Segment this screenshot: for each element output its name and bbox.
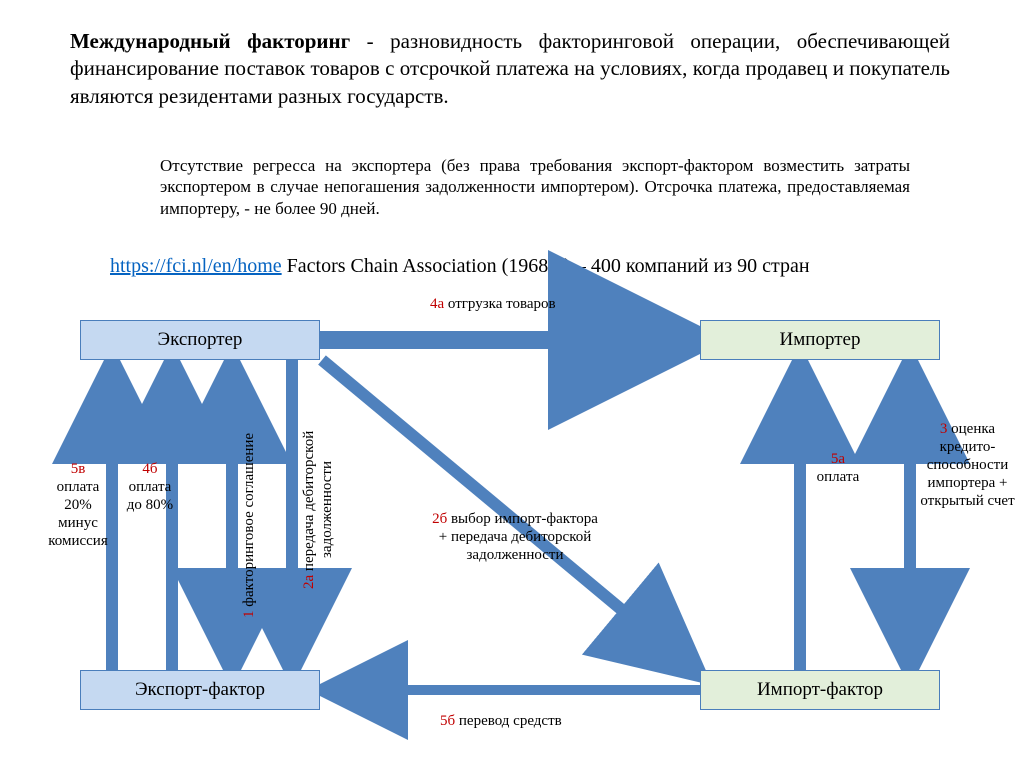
node-exporter-label: Экспортер [158, 329, 243, 351]
node-import-factor-label: Импорт-фактор [757, 679, 883, 701]
label-1: 1 факторинговое соглашение [240, 430, 258, 620]
node-export-factor-label: Экспорт-фактор [135, 679, 265, 701]
node-importer-label: Импортер [780, 329, 861, 351]
label-4a: 4а отгрузка товаров [430, 295, 556, 313]
node-exporter: Экспортер [80, 320, 320, 360]
label-2b: 2б выбор импорт-фактора + передача дебит… [430, 510, 600, 564]
node-importer: Импортер [700, 320, 940, 360]
factoring-diagram: Экспортер Импортер Экспорт-фактор Импорт… [0, 0, 1024, 767]
diagram-arrows [0, 0, 1024, 767]
node-import-factor: Импорт-фактор [700, 670, 940, 710]
label-2a: 2а передача дебиторской задолженности [300, 400, 336, 620]
label-4b: 4б оплата до 80% [125, 460, 175, 514]
label-5a: 5а оплата [808, 450, 868, 486]
label-5v: 5в оплата 20% минус комиссия [48, 460, 108, 550]
label-5b: 5б перевод средств [440, 712, 562, 730]
label-3: 3 оценка кредито-способности импортера +… [920, 420, 1015, 510]
node-export-factor: Экспорт-фактор [80, 670, 320, 710]
